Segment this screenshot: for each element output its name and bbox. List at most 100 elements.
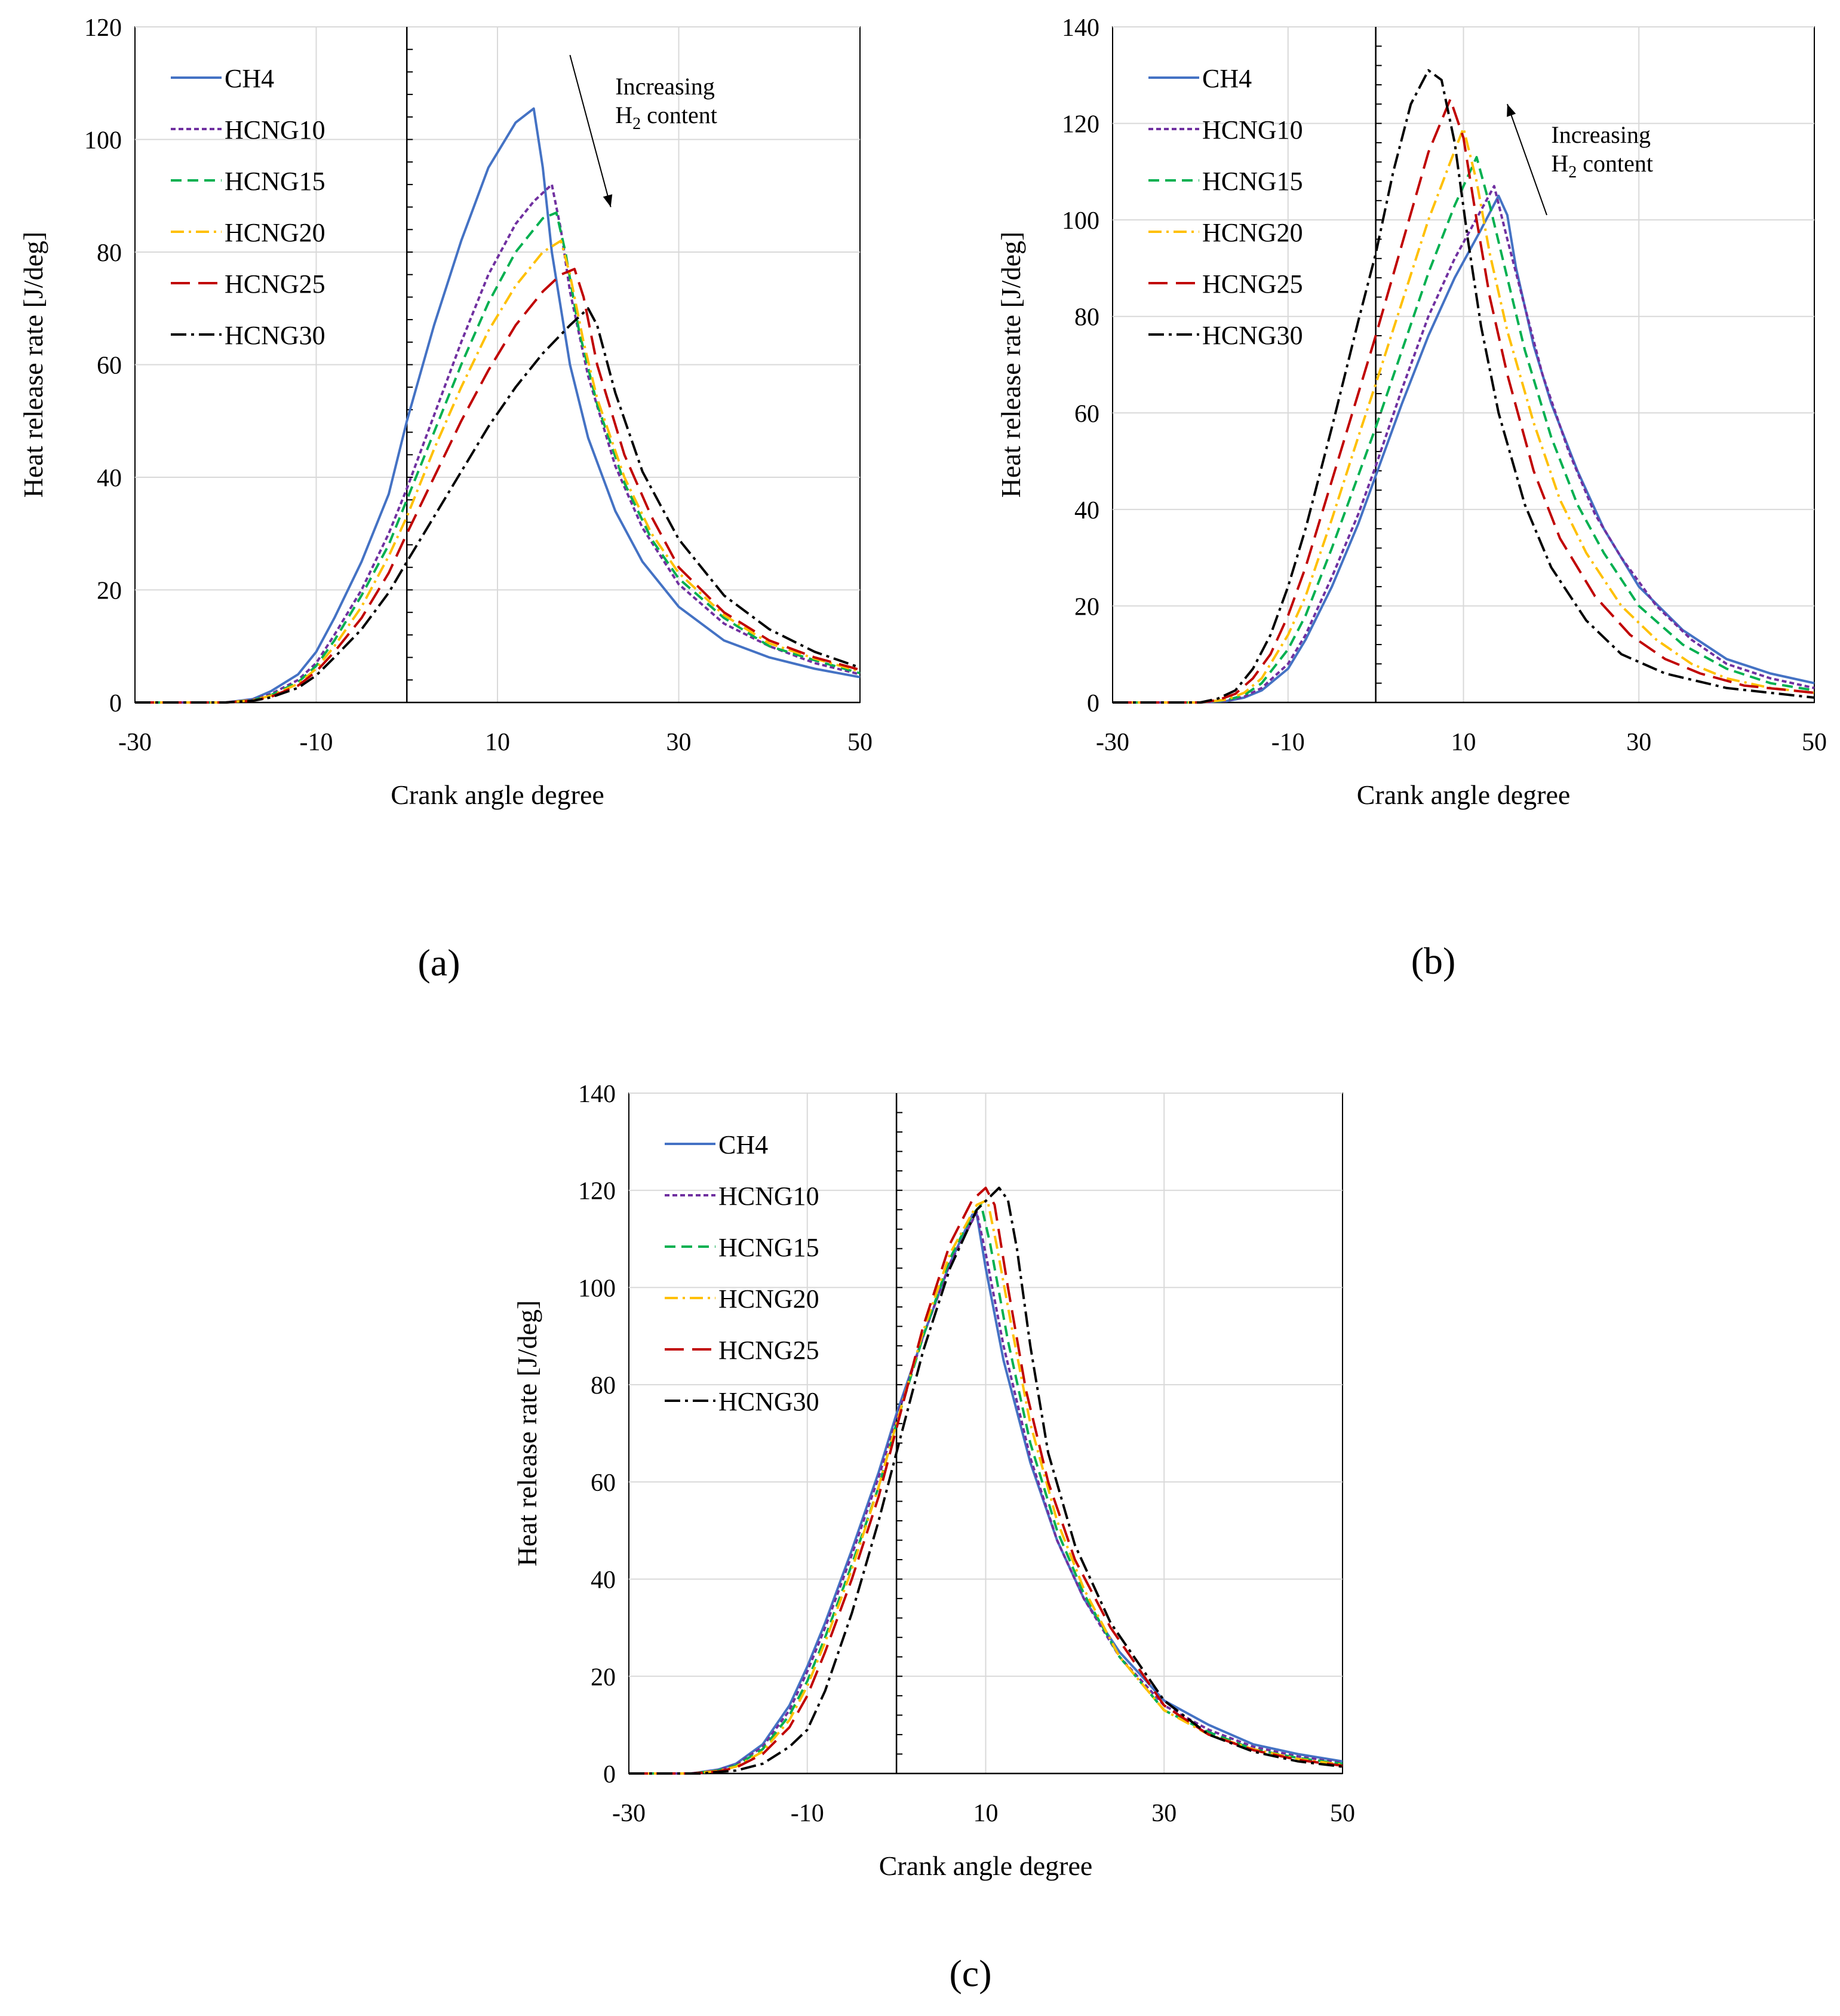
x-axis-title: Crank angle degree: [879, 1851, 1093, 1881]
annotation-subscript: 2: [632, 115, 641, 133]
annotation-arrow-head: [1507, 104, 1516, 117]
series-line-hcng25: [629, 1186, 1343, 1775]
x-axis-title: Crank angle degree: [391, 780, 604, 810]
series-line-hcng30: [135, 307, 861, 704]
x-tick-label: -30: [118, 729, 152, 756]
series-line-ch4: [135, 107, 861, 704]
legend-label-hcng15: HCNG15: [1202, 167, 1303, 196]
legend-label-hcng15: HCNG15: [225, 167, 325, 196]
annotation-text-line1: Increasing: [615, 73, 715, 100]
annotation-text-line1: Increasing: [1551, 121, 1651, 148]
y-tick-label: 0: [603, 1761, 616, 1788]
x-tick-label: 50: [1330, 1800, 1355, 1827]
x-tick-label: -10: [300, 729, 333, 756]
chart-panel-c: 0 20 40 60 80 100 120 140 -30 -10 10 30 50 Crank angl…: [512, 1081, 1355, 1994]
series-line-hcng25: [1113, 98, 1815, 704]
series-line-ch4: [1113, 194, 1815, 704]
y-tick-label: 120: [578, 1178, 616, 1205]
y-axis-title: Heat release rate [J/deg]: [996, 232, 1026, 498]
y-tick-label: 60: [97, 352, 122, 380]
legend-label-hcng15: HCNG15: [718, 1233, 819, 1262]
legend-label-ch4: CH4: [225, 64, 274, 93]
annotation-text-line2: H2 content: [1551, 150, 1653, 182]
legend-label-hcng10: HCNG10: [225, 115, 325, 145]
annotation-arrow-line: [569, 54, 612, 207]
annotation-rest: content: [641, 102, 717, 128]
x-tick-label: 10: [485, 729, 510, 756]
y-tick-label: 60: [591, 1469, 616, 1497]
legend-label-hcng20: HCNG20: [1202, 218, 1303, 247]
legend-label-hcng10: HCNG10: [1202, 115, 1303, 145]
legend-label-hcng25: HCNG25: [1202, 269, 1303, 299]
y-tick-label: 100: [578, 1275, 616, 1302]
x-tick-label: -10: [1271, 729, 1305, 756]
y-tick-label: 60: [1074, 400, 1099, 428]
x-tick-label: 30: [666, 729, 692, 756]
series-line-hcng10: [1113, 185, 1815, 704]
legend-label-ch4: CH4: [718, 1130, 768, 1159]
y-tick-label: 80: [591, 1372, 616, 1400]
annotation-text-line2: H2 content: [615, 102, 717, 133]
series-line-hcng30: [1113, 69, 1815, 704]
panel-label: (c): [949, 1952, 991, 1994]
annotation-h: H: [1551, 150, 1568, 177]
y-axis-title: Heat release rate [J/deg]: [18, 232, 48, 498]
y-tick-label: 140: [578, 1081, 616, 1108]
annotation-arrow-line: [1506, 103, 1547, 216]
y-tick-label: 40: [1074, 497, 1099, 524]
legend-label-hcng30: HCNG30: [225, 321, 325, 350]
y-tick-label: 0: [109, 690, 122, 717]
x-axis-title: Crank angle degree: [1357, 780, 1571, 810]
legend-label-hcng30: HCNG30: [718, 1387, 819, 1416]
y-tick-label: 20: [1074, 593, 1099, 621]
y-axis-title: Heat release rate [J/deg]: [512, 1300, 542, 1567]
series-line-hcng15: [135, 211, 861, 704]
y-tick-label: 20: [591, 1664, 616, 1691]
x-tick-label: 10: [973, 1800, 999, 1827]
y-tick-label: 140: [1062, 14, 1099, 42]
series-line-hcng15: [629, 1204, 1343, 1775]
series-line-hcng25: [135, 268, 861, 704]
y-tick-label: 40: [97, 465, 122, 492]
chart-panel-a: 0 20 40 60 80 100 120 -30 -10 10 30 50 Crank angle d…: [18, 14, 873, 984]
x-tick-label: -10: [791, 1800, 824, 1827]
y-tick-label: 40: [591, 1567, 616, 1594]
panel-label: (b): [1411, 940, 1456, 982]
panel-label: (a): [417, 941, 460, 984]
y-tick-label: 100: [1062, 207, 1099, 235]
x-tick-label: -30: [1096, 729, 1129, 756]
legend-label-hcng10: HCNG10: [718, 1182, 819, 1211]
legend-label-hcng20: HCNG20: [225, 218, 325, 247]
x-tick-label: -30: [612, 1800, 646, 1827]
y-tick-label: 120: [1062, 111, 1099, 139]
chart-panel-b: 0 20 40 60 80 100 120 140 -30 -10 10 30 50 Crank angl…: [996, 14, 1827, 982]
series-line-hcng15: [1113, 156, 1815, 704]
series-line-hcng30: [629, 1186, 1343, 1775]
legend-label-hcng30: HCNG30: [1202, 321, 1303, 350]
series-line-hcng20: [135, 240, 861, 704]
y-tick-label: 80: [97, 240, 122, 267]
y-tick-label: 80: [1074, 304, 1099, 332]
series-line-hcng20: [629, 1199, 1343, 1775]
y-tick-label: 120: [84, 14, 122, 42]
legend-label-hcng25: HCNG25: [225, 269, 325, 299]
annotation-arrow-head: [603, 194, 613, 207]
y-tick-label: 20: [97, 578, 122, 605]
x-tick-label: 30: [1151, 1800, 1177, 1827]
x-tick-label: 10: [1451, 729, 1476, 756]
annotation-subscript: 2: [1568, 163, 1577, 182]
x-tick-label: 50: [1802, 729, 1827, 756]
legend-label-hcng20: HCNG20: [718, 1284, 819, 1314]
x-tick-label: 30: [1626, 729, 1651, 756]
y-tick-label: 100: [84, 127, 122, 155]
annotation-h: H: [615, 102, 632, 128]
annotation-rest: content: [1577, 150, 1653, 177]
legend-label-ch4: CH4: [1202, 64, 1252, 93]
legend-label-hcng25: HCNG25: [718, 1336, 819, 1365]
series-line-hcng10: [629, 1211, 1343, 1775]
series-line-hcng20: [1113, 127, 1815, 704]
y-tick-label: 0: [1087, 690, 1099, 717]
x-tick-label: 50: [847, 729, 873, 756]
series-line-hcng10: [135, 183, 861, 704]
